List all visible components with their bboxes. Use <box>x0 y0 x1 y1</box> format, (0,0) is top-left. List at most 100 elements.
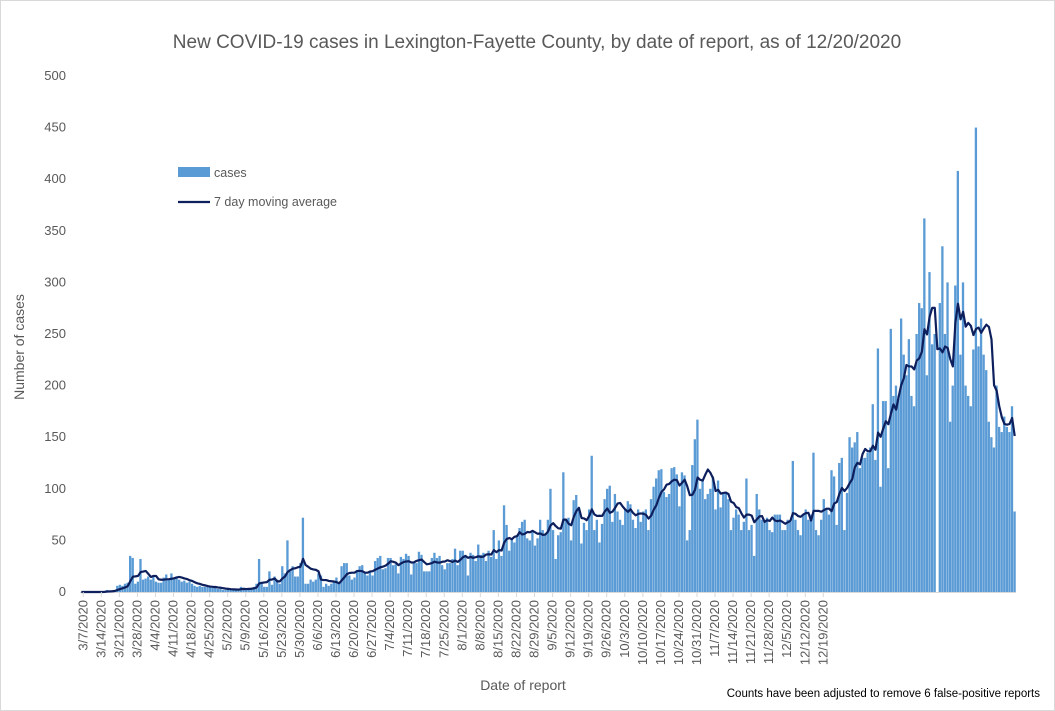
case-bar <box>510 538 513 592</box>
case-bar <box>474 561 477 592</box>
case-bar <box>523 519 526 592</box>
case-bar <box>719 507 722 592</box>
case-bar <box>216 588 219 592</box>
case-bar <box>954 285 957 592</box>
x-tick-label: 12/19/2020 <box>815 600 830 665</box>
case-bar <box>283 573 287 592</box>
case-bar <box>946 282 949 592</box>
case-bar <box>631 519 635 592</box>
case-bar <box>683 475 686 592</box>
case-bar <box>967 395 970 592</box>
legend-ma-label: 7 day moving average <box>214 195 337 209</box>
case-bar <box>381 569 385 592</box>
case-bar <box>136 581 140 592</box>
case-bar <box>979 318 983 592</box>
case-bar <box>208 586 212 592</box>
case-bar <box>814 530 818 592</box>
case-bar <box>938 303 941 592</box>
case-bar <box>918 303 921 592</box>
case-bar <box>183 580 186 592</box>
case-bar <box>188 581 191 592</box>
x-tick-label: 12/5/2020 <box>779 600 794 658</box>
case-bar <box>518 528 521 592</box>
case-bar <box>771 532 774 592</box>
case-bar <box>807 519 810 592</box>
case-bar <box>830 470 833 592</box>
case-bar <box>355 571 359 592</box>
case-bar <box>203 586 207 592</box>
case-bar <box>549 488 552 592</box>
case-bar <box>162 577 165 592</box>
y-tick-label: 0 <box>59 584 66 599</box>
case-bar <box>593 530 596 592</box>
case-bar <box>497 540 501 592</box>
case-bar <box>768 530 771 592</box>
case-bar <box>219 588 222 592</box>
case-bar <box>801 514 805 592</box>
case-bar <box>977 346 980 592</box>
case-bar <box>165 574 168 592</box>
case-bar <box>858 468 862 592</box>
case-bar <box>196 586 199 592</box>
case-bar <box>992 447 996 592</box>
case-bar <box>781 530 784 592</box>
case-bar <box>319 575 323 592</box>
case-bar <box>951 385 954 592</box>
case-bar <box>941 246 944 592</box>
x-tick-label: 11/28/2020 <box>761 600 776 664</box>
case-bar <box>745 478 748 592</box>
case-bar <box>786 519 789 592</box>
case-bar <box>368 571 372 592</box>
case-bar <box>634 528 637 592</box>
case-bar <box>376 557 379 592</box>
case-bar <box>489 556 493 592</box>
case-bar <box>412 563 415 592</box>
y-tick-label: 400 <box>44 171 66 186</box>
x-tick-label: 9/19/2020 <box>581 600 596 658</box>
case-bar <box>399 556 403 592</box>
case-bar <box>892 395 895 592</box>
case-bar <box>152 576 155 592</box>
y-tick-label: 100 <box>44 481 66 496</box>
case-bar <box>670 468 673 592</box>
case-bar <box>237 589 240 592</box>
case-bar <box>644 509 648 592</box>
case-bar <box>384 568 387 592</box>
case-bar <box>843 530 846 592</box>
x-tick-label: 8/22/2020 <box>508 600 523 658</box>
case-bar <box>513 542 516 592</box>
case-bar <box>817 535 820 592</box>
case-bar <box>804 509 807 592</box>
case-bar <box>435 557 439 592</box>
case-bar <box>680 472 684 592</box>
case-bar <box>407 555 410 592</box>
case-bar <box>459 550 462 592</box>
case-bar <box>985 370 988 592</box>
case-bar <box>827 514 831 592</box>
case-bar <box>856 432 859 592</box>
case-bar <box>595 519 599 592</box>
case-bar <box>734 509 738 592</box>
case-bar <box>678 506 681 592</box>
x-tick-label: 11/7/2020 <box>707 600 722 657</box>
case-bar <box>487 550 490 592</box>
case-bar <box>773 514 776 592</box>
x-tick-label: 3/14/2020 <box>93 600 108 658</box>
case-bar <box>691 465 694 592</box>
case-bar <box>959 354 962 592</box>
case-bar <box>750 524 753 592</box>
case-bar <box>420 554 423 592</box>
case-bar <box>758 509 761 592</box>
case-bar <box>789 521 792 592</box>
legend-cases-label: cases <box>214 166 247 180</box>
case-bar <box>366 575 369 592</box>
case-bar <box>969 406 972 592</box>
case-bar <box>415 563 418 592</box>
case-bar <box>590 455 593 592</box>
case-bar <box>820 519 823 592</box>
case-bar <box>714 509 717 592</box>
case-bar <box>765 517 769 592</box>
case-bar <box>964 385 967 592</box>
case-bar <box>386 557 390 592</box>
